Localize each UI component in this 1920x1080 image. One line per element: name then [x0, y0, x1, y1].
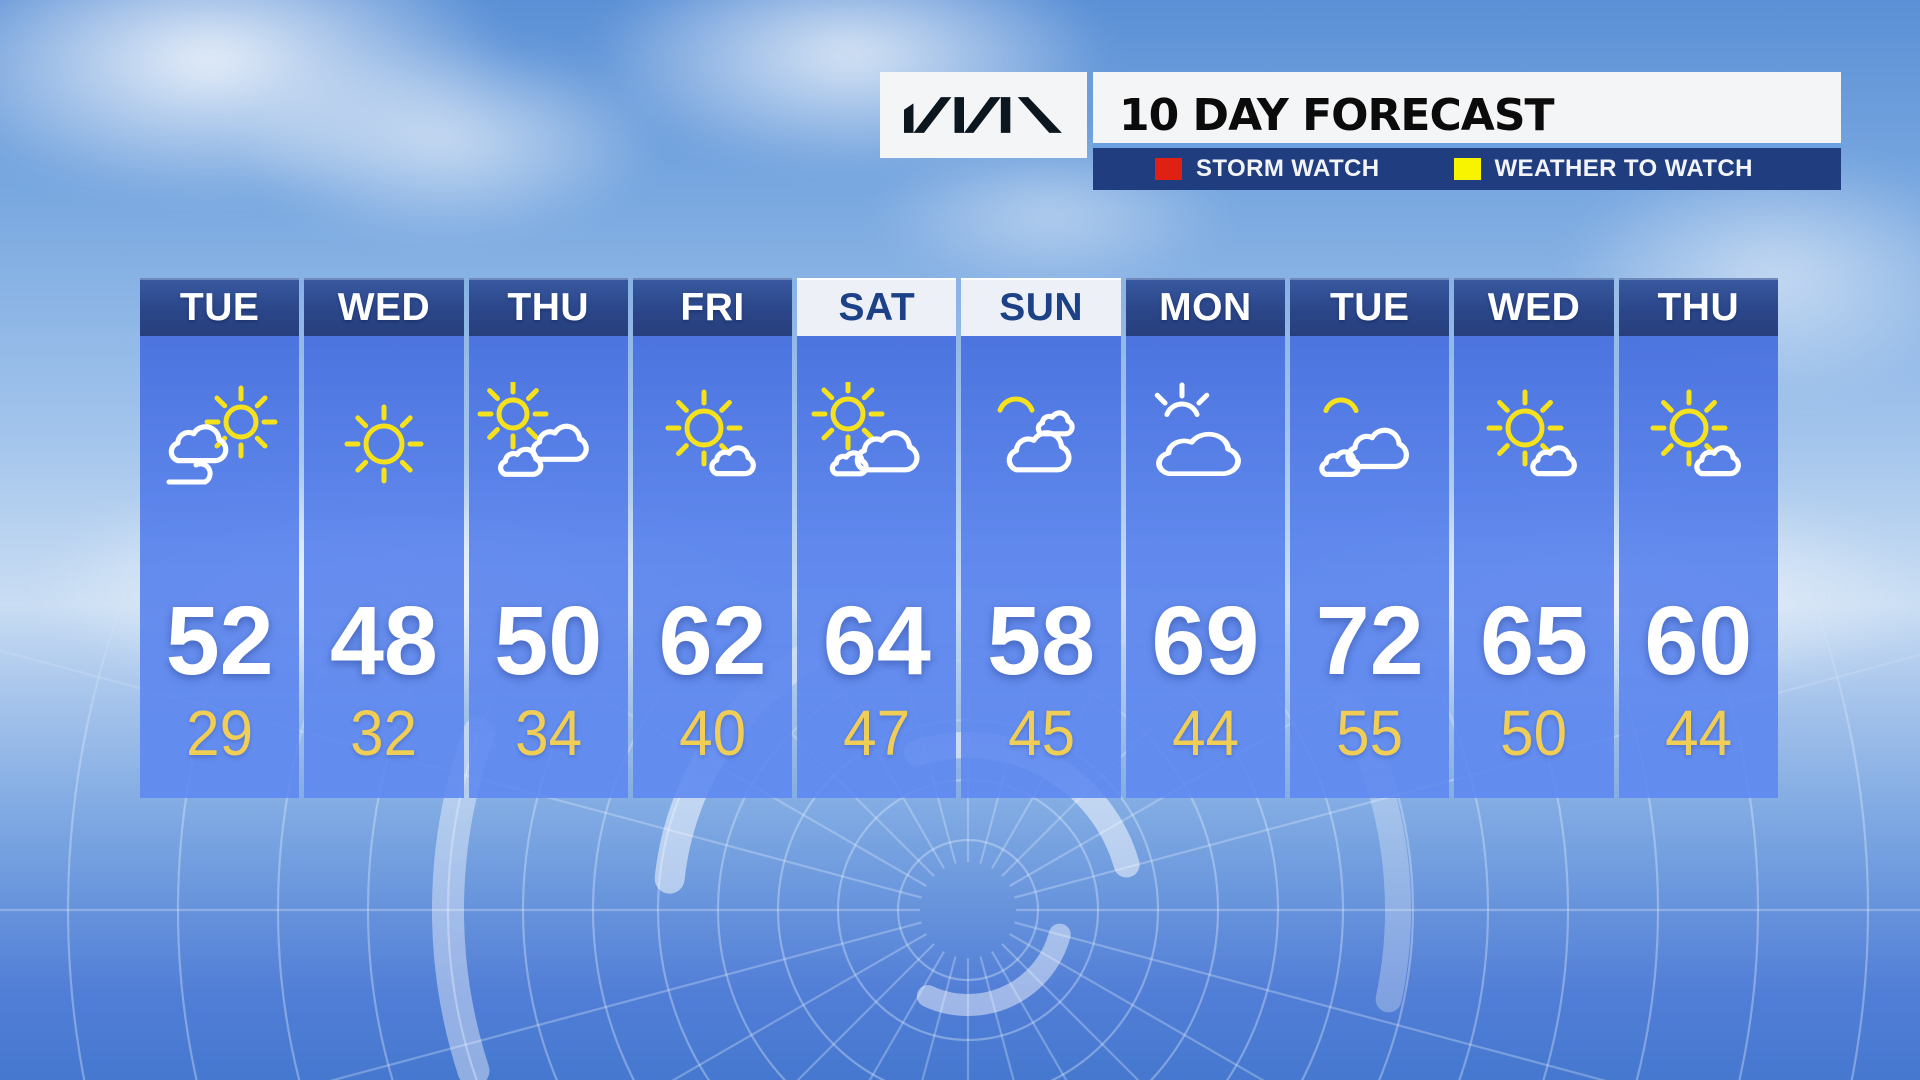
day-column: WED 48 32 — [304, 278, 464, 798]
day-header: THU — [468, 278, 628, 336]
high-temperature: 52 — [165, 586, 274, 695]
windy-partly-sunny-icon — [145, 382, 295, 512]
day-header: TUE — [140, 278, 300, 336]
low-temperature: 50 — [1500, 697, 1568, 769]
day-body: 58 45 — [961, 336, 1121, 798]
day-label: SAT — [838, 286, 916, 329]
partly-cloudy-icon — [473, 382, 623, 512]
low-temperature: 47 — [843, 697, 911, 769]
day-header: MON — [1125, 278, 1286, 336]
storm-watch-swatch-icon — [1155, 158, 1182, 180]
day-column: THU 50 34 — [468, 278, 628, 798]
day-body: 52 29 — [140, 336, 300, 798]
day-column: WED 65 50 — [1454, 278, 1614, 798]
legend-label: STORM WATCH — [1196, 155, 1380, 182]
day-column: THU 60 44 — [1618, 278, 1778, 798]
high-temperature: 48 — [329, 586, 438, 695]
low-temperature: 40 — [679, 697, 746, 769]
day-label: TUE — [179, 286, 260, 329]
high-temperature: 72 — [1315, 586, 1424, 695]
day-label: SUN — [999, 286, 1084, 329]
legend-label: WEATHER TO WATCH — [1494, 155, 1753, 182]
day-body: 62 40 — [632, 336, 793, 798]
sunny-icon — [309, 382, 459, 512]
low-temperature: 29 — [186, 697, 254, 769]
low-temperature: 34 — [514, 697, 582, 769]
mostly-cloudy-2-icon — [1295, 382, 1445, 512]
day-column: TUE 52 29 — [140, 278, 300, 798]
high-temperature: 69 — [1151, 586, 1260, 695]
mostly-cloudy-icon — [966, 382, 1116, 512]
day-label: THU — [1657, 286, 1740, 329]
mostly-sunny-icon — [1623, 382, 1773, 512]
day-header: SUN — [961, 278, 1121, 336]
day-body: 65 50 — [1454, 336, 1614, 798]
mostly-sunny-icon — [638, 382, 788, 512]
day-body: 50 34 — [468, 336, 628, 798]
low-temperature: 45 — [1007, 697, 1075, 769]
day-body: 69 44 — [1125, 336, 1286, 798]
low-temperature: 55 — [1336, 697, 1404, 769]
day-header: WED — [1454, 278, 1614, 336]
day-label: MON — [1159, 286, 1252, 329]
low-temperature: 32 — [350, 697, 418, 769]
low-temperature: 44 — [1664, 697, 1732, 769]
day-body: 64 47 — [797, 336, 957, 798]
day-label: FRI — [680, 286, 745, 329]
day-header: SAT — [797, 278, 957, 336]
day-header: TUE — [1290, 278, 1450, 336]
kia-logo-icon — [903, 97, 1062, 133]
kia-logo-box — [880, 72, 1087, 158]
day-label: THU — [507, 286, 590, 329]
high-temperature: 64 — [822, 586, 931, 695]
day-label: TUE — [1329, 286, 1410, 329]
day-column: SAT 64 47 — [797, 278, 957, 798]
day-column: FRI 62 40 — [632, 278, 793, 798]
day-body: 60 44 — [1618, 336, 1778, 798]
day-header: FRI — [632, 278, 793, 336]
day-body: 72 55 — [1290, 336, 1450, 798]
day-column: TUE 72 55 — [1290, 278, 1450, 798]
cloud-decoration — [230, 40, 660, 240]
cloudy-sun-peek-icon — [1130, 382, 1280, 512]
legend-bar: STORM WATCH WEATHER TO WATCH — [1093, 143, 1841, 190]
day-header: WED — [304, 278, 464, 336]
weather-to-watch-swatch-icon — [1453, 158, 1481, 180]
forecast-row: TUE 52 29 WED 48 32 THU 50 34 — [140, 278, 1778, 798]
day-label: WED — [337, 286, 431, 329]
day-column: SUN 58 45 — [961, 278, 1121, 798]
high-temperature: 65 — [1480, 586, 1588, 695]
legend-item-storm-watch: STORM WATCH — [1155, 155, 1380, 183]
high-temperature: 58 — [987, 586, 1096, 695]
high-temperature: 62 — [658, 586, 767, 695]
day-column: MON 69 44 — [1125, 278, 1286, 798]
high-temperature: 50 — [494, 586, 603, 695]
page-title: 10 DAY FORECAST — [1119, 89, 1555, 141]
day-body: 48 32 — [304, 336, 464, 798]
legend-item-weather-to-watch: WEATHER TO WATCH — [1453, 155, 1753, 183]
day-header: THU — [1618, 278, 1778, 336]
low-temperature: 44 — [1171, 697, 1239, 769]
day-label: WED — [1487, 286, 1581, 329]
high-temperature: 60 — [1644, 586, 1753, 695]
partly-sunny-icon — [802, 382, 952, 512]
mostly-sunny-icon — [1459, 382, 1609, 512]
